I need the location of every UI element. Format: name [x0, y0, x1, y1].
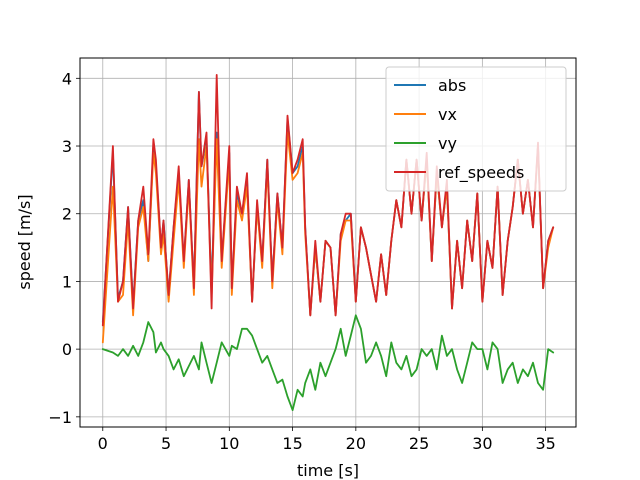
- x-tick-label: 20: [346, 434, 366, 453]
- series-line-ref-speeds: [101, 74, 555, 327]
- x-tick-label: 15: [282, 434, 302, 453]
- x-tick-label: 25: [409, 434, 429, 453]
- x-tick-label: 30: [472, 434, 492, 453]
- legend: abs vx vy ref_speeds: [385, 66, 567, 192]
- legend-label-vy: vy: [438, 134, 457, 153]
- legend-box: [385, 66, 567, 192]
- y-tick-label: 4: [62, 69, 72, 88]
- legend-label-ref-speeds: ref_speeds: [438, 163, 524, 183]
- legend-label-abs: abs: [438, 76, 466, 95]
- y-axis: −1 0 1 2 3 4: [48, 69, 80, 427]
- x-tick-label: 10: [219, 434, 239, 453]
- series-line-vy: [101, 314, 555, 412]
- plot-area: [101, 74, 555, 412]
- x-tick-label: 35: [535, 434, 555, 453]
- y-tick-label: 0: [62, 340, 72, 359]
- x-tick-label: 0: [98, 434, 108, 453]
- x-axis-label: time [s]: [297, 461, 359, 480]
- x-tick-label: 5: [161, 434, 171, 453]
- y-tick-label: 1: [62, 272, 72, 291]
- y-tick-label: −1: [48, 408, 72, 427]
- y-tick-label: 3: [62, 137, 72, 156]
- y-tick-label: 2: [62, 205, 72, 224]
- y-axis-label: speed [m/s]: [15, 194, 34, 289]
- legend-label-vx: vx: [438, 105, 457, 124]
- x-axis: 0 5 10 15 20 25 30 35: [98, 427, 556, 453]
- plot-frame: [79, 57, 577, 428]
